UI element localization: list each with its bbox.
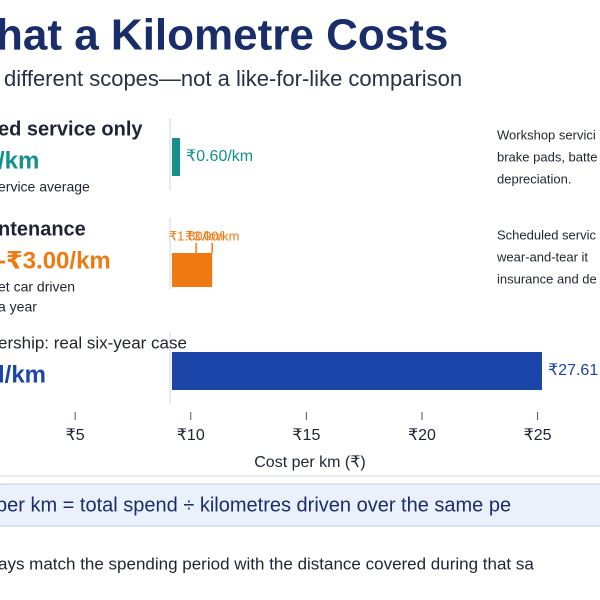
row-note: brake pads, batte bbox=[497, 149, 597, 164]
range-bar bbox=[172, 253, 213, 287]
row-note: depreciation. bbox=[497, 171, 571, 186]
value-label: ₹27.61 bbox=[548, 362, 598, 379]
row-heading: ed service only bbox=[0, 118, 143, 140]
x-tick-label: ₹5 bbox=[66, 427, 85, 444]
formula: per km = total spend ÷ kilometres driven… bbox=[0, 494, 511, 516]
row-caption: et car driven bbox=[0, 279, 75, 295]
row-note: insurance and de bbox=[497, 271, 597, 286]
x-tick-label: ₹15 bbox=[292, 427, 320, 444]
row-note: Workshop servici bbox=[497, 127, 596, 142]
value-label: ₹1.80/km bbox=[169, 228, 224, 243]
row-caption: ervice average bbox=[0, 179, 90, 195]
value-label: ₹3.00/km bbox=[185, 228, 240, 243]
row-caption: a year bbox=[0, 299, 37, 315]
row-heading: ership: real six-year case bbox=[0, 333, 187, 352]
formula-box bbox=[0, 483, 600, 527]
row-value: l/km bbox=[0, 361, 46, 388]
bar bbox=[172, 352, 542, 390]
x-tick-label: ₹10 bbox=[177, 427, 205, 444]
value-label: ₹0.60/km bbox=[186, 148, 253, 165]
row-value: /km bbox=[0, 147, 39, 174]
row-note: Scheduled servic bbox=[497, 227, 596, 242]
bar bbox=[172, 138, 181, 176]
chart-subtitle: different scopes—not a like-for-like com… bbox=[4, 66, 462, 91]
x-axis-label: Cost per km (₹) bbox=[254, 454, 366, 471]
row-value: -₹3.00/km bbox=[0, 247, 111, 274]
chart-title: hat a Kilometre Costs bbox=[0, 11, 448, 60]
x-tick-label: ₹20 bbox=[408, 427, 436, 444]
row-heading: ntenance bbox=[0, 218, 86, 240]
footer-note: ays match the spending period with the d… bbox=[0, 554, 534, 573]
x-tick-label: ₹25 bbox=[524, 427, 552, 444]
row-note: wear-and-tear it bbox=[496, 249, 588, 264]
